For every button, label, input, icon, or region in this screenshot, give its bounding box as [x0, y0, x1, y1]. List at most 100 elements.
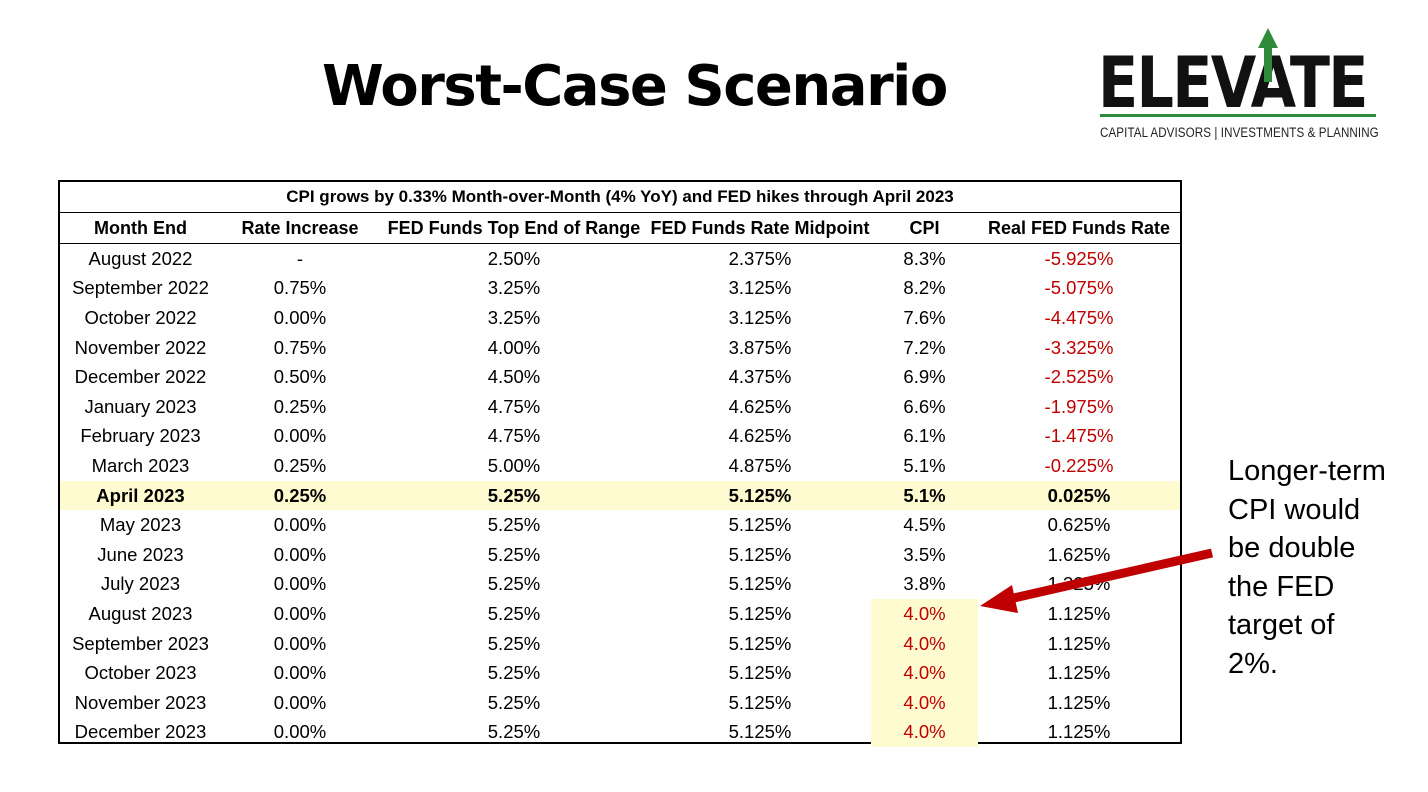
cell-rate-increase: 0.00%: [273, 662, 327, 684]
column-header: Month End: [60, 212, 221, 244]
table-row: December 2023 0.00% 5.25% 5.125% 4.0% 1.125%: [60, 717, 1180, 748]
cell-midpoint: 5.125%: [728, 543, 792, 565]
table-row: May 2023 0.00% 5.25% 5.125% 4.5% 0.625%: [60, 510, 1180, 540]
table-row: July 2023 0.00% 5.25% 5.125% 3.8% 1.325%: [60, 570, 1180, 600]
column-header: FED Funds Rate Midpoint: [649, 212, 871, 244]
table-row: January 2023 0.25% 4.75% 4.625% 6.6% -1.975%: [60, 392, 1180, 422]
cell-month: July 2023: [100, 573, 181, 595]
cell-cpi: 6.1%: [903, 425, 946, 447]
logo-subtitle: CAPITAL ADVISORS | INVESTMENTS & PLANNIN…: [1100, 125, 1379, 140]
cell-top-end: 5.25%: [487, 632, 541, 654]
annotation-text: Longer-term CPI would be double the FED targ…: [1228, 452, 1418, 683]
cell-top-end: 4.50%: [487, 366, 541, 388]
cell-midpoint: 5.125%: [728, 662, 792, 684]
cell-top-end: 5.25%: [487, 721, 541, 743]
cell-midpoint: 2.375%: [728, 247, 792, 269]
cell-month: November 2023: [74, 691, 207, 713]
table-caption: CPI grows by 0.33% Month-over-Month (4% …: [60, 182, 1180, 213]
cell-rate-increase: 0.00%: [273, 306, 327, 328]
cell-cpi: 8.3%: [903, 247, 946, 269]
cell-cpi: 4.0%: [871, 599, 978, 629]
cell-real-rate: 0.025%: [978, 480, 1180, 511]
cell-cpi: 4.5%: [903, 514, 946, 536]
cell-midpoint: 5.125%: [728, 721, 792, 743]
cell-cpi: 7.6%: [903, 306, 946, 328]
cell-month: June 2023: [97, 543, 184, 565]
cell-midpoint: 4.375%: [728, 366, 792, 388]
cell-top-end: 5.25%: [487, 543, 541, 565]
table-row: December 2022 0.50% 4.50% 4.375% 6.9% -2.525%: [60, 362, 1180, 392]
cell-real-rate: 1.625%: [1047, 543, 1111, 565]
cell-rate-increase: 0.25%: [221, 480, 379, 511]
column-header: CPI: [871, 212, 978, 244]
cell-midpoint: 5.125%: [728, 514, 792, 536]
cell-real-rate: -4.475%: [1044, 306, 1114, 328]
cell-midpoint: 3.125%: [728, 306, 792, 328]
cell-month: January 2023: [84, 395, 197, 417]
cell-cpi: 6.6%: [903, 395, 946, 417]
cell-rate-increase: 0.75%: [273, 277, 327, 299]
cell-month: December 2022: [74, 366, 207, 388]
cell-midpoint: 3.875%: [728, 336, 792, 358]
cell-rate-increase: 0.00%: [273, 514, 327, 536]
table-row: February 2023 0.00% 4.75% 4.625% 6.1% -1.475%: [60, 422, 1180, 452]
cell-real-rate: -2.525%: [1044, 366, 1114, 388]
cell-real-rate: -1.475%: [1044, 425, 1114, 447]
cell-cpi: 3.8%: [903, 573, 946, 595]
cell-real-rate: 1.125%: [1047, 721, 1111, 743]
cell-cpi: 5.1%: [903, 454, 946, 476]
cell-month: February 2023: [80, 425, 201, 447]
cell-month: August 2022: [88, 247, 193, 269]
cell-rate-increase: 0.00%: [273, 632, 327, 654]
cell-month: September 2023: [72, 632, 209, 654]
logo-wordmark: ELEVATE: [1098, 42, 1368, 124]
cell-real-rate: -5.925%: [1044, 247, 1114, 269]
cell-cpi: 3.5%: [903, 543, 946, 565]
cell-real-rate: 1.325%: [1047, 573, 1111, 595]
cell-real-rate: -5.075%: [1044, 277, 1114, 299]
cell-month: May 2023: [99, 514, 182, 536]
cell-top-end: 2.50%: [487, 247, 541, 269]
table-row: September 2023 0.00% 5.25% 5.125% 4.0% 1.125%: [60, 628, 1180, 659]
cell-top-end: 5.25%: [487, 573, 541, 595]
annotation-line: Longer-term: [1228, 455, 1386, 487]
cell-rate-increase: 0.25%: [273, 454, 327, 476]
column-header: FED Funds Top End of Range: [379, 212, 649, 244]
cell-real-rate: 1.125%: [1047, 602, 1111, 624]
cell-real-rate: -0.225%: [1044, 454, 1114, 476]
cell-midpoint: 5.125%: [728, 602, 792, 624]
rate-table-frame: CPI grows by 0.33% Month-over-Month (4% …: [58, 180, 1182, 748]
cell-top-end: 5.25%: [487, 691, 541, 713]
table-row: June 2023 0.00% 5.25% 5.125% 3.5% 1.625%: [60, 540, 1180, 570]
annotation-line: 2%.: [1228, 647, 1278, 680]
cell-rate-increase: 0.00%: [273, 721, 327, 743]
cell-real-rate: -3.325%: [1044, 336, 1114, 358]
cell-rate-increase: 0.25%: [273, 395, 327, 417]
cell-month: March 2023: [91, 454, 190, 476]
cell-top-end: 4.75%: [487, 425, 541, 447]
cell-top-end: 3.25%: [487, 277, 541, 299]
cell-midpoint: 3.125%: [728, 277, 792, 299]
table-row: November 2022 0.75% 4.00% 3.875% 7.2% -3.325%: [60, 333, 1180, 363]
cell-rate-increase: 0.00%: [273, 691, 327, 713]
cell-cpi: 5.1%: [871, 480, 978, 511]
slide-title: Worst-Case Scenario: [322, 54, 948, 119]
table-row: August 2023 0.00% 5.25% 5.125% 4.0% 1.125%: [60, 599, 1180, 629]
cell-rate-increase: 0.00%: [273, 543, 327, 565]
cell-midpoint: 5.125%: [728, 632, 792, 654]
logo-arrow-icon: [1258, 28, 1278, 82]
table-row: March 2023 0.25% 5.00% 4.875% 5.1% -0.225%: [60, 451, 1180, 481]
cell-real-rate: 1.125%: [1047, 662, 1111, 684]
cell-month: November 2022: [74, 336, 207, 358]
cell-rate-increase: 0.00%: [273, 425, 327, 447]
table-row: November 2023 0.00% 5.25% 5.125% 4.0% 1.125%: [60, 687, 1180, 718]
cell-top-end: 5.25%: [379, 480, 649, 511]
cell-cpi: 8.2%: [903, 277, 946, 299]
cell-top-end: 5.25%: [487, 662, 541, 684]
cell-real-rate: 1.125%: [1047, 632, 1111, 654]
cell-month: September 2022: [72, 277, 209, 299]
cell-cpi: 4.0%: [871, 628, 978, 659]
cell-cpi: 4.0%: [871, 717, 978, 748]
annotation-line: be double: [1228, 532, 1356, 564]
elevate-logo: ELEVATE CAPITAL ADVISORS | INVESTMENTS &…: [1098, 28, 1380, 146]
